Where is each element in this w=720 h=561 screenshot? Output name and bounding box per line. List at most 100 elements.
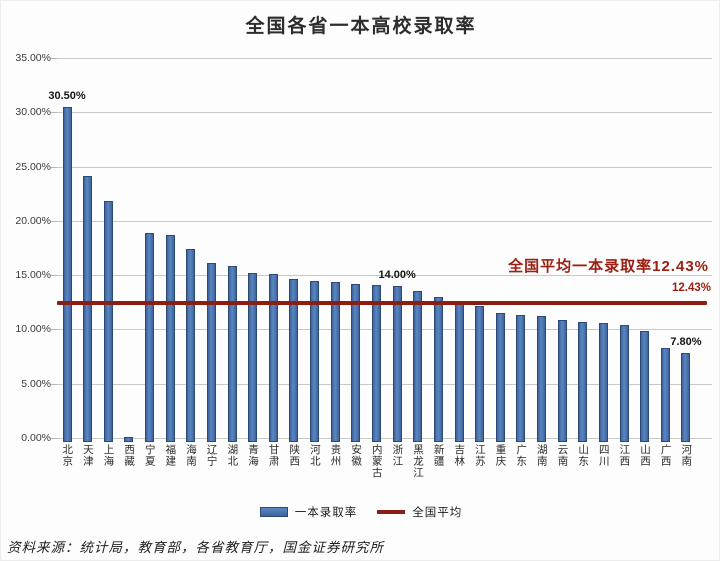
gridline: [57, 438, 712, 439]
chart-bar: [83, 176, 93, 442]
x-axis-label: 陕西: [288, 444, 301, 467]
chart-bar: [578, 321, 588, 442]
y-axis-tick: [51, 58, 57, 59]
gridline: [57, 58, 712, 59]
average-annotation-text: 全国平均一本录取率12.43%: [508, 258, 709, 275]
legend-series-label: 一本录取率: [294, 507, 358, 519]
y-axis-tick: [51, 438, 57, 439]
x-axis-label: 内蒙古: [370, 444, 383, 479]
x-axis-label: 甘肃: [267, 444, 280, 467]
chart-bar: [413, 291, 423, 442]
x-axis-label: 河北: [308, 444, 321, 467]
data-label: 7.80%: [670, 336, 702, 349]
chart-bar: [62, 106, 72, 442]
x-axis-label: 广东: [515, 444, 528, 467]
gridline: [57, 329, 712, 330]
chart-bar: [330, 281, 340, 442]
x-axis-label: 贵州: [329, 444, 342, 467]
x-axis-label: 福建: [164, 444, 177, 467]
chart-bar: [371, 284, 381, 442]
y-axis-tick: [51, 275, 57, 276]
y-axis-tick: [51, 112, 57, 113]
x-axis-label: 江苏: [473, 444, 486, 467]
y-axis-tick-label: 25.00%: [15, 161, 51, 173]
x-axis-label: 黑龙江: [412, 444, 424, 479]
source-note: 资料来源：统计局，教育部，各省教育厅，国金证券研究所: [7, 540, 384, 555]
chart-bar: [557, 319, 567, 442]
chart-bar: [640, 330, 650, 442]
y-axis-tick-label: 10.00%: [15, 323, 51, 335]
y-axis-tick-label: 35.00%: [15, 52, 51, 64]
chart-bar: [351, 283, 361, 442]
chart-bar: [598, 322, 608, 442]
chart-bar: [454, 302, 464, 442]
chart-bar: [392, 286, 402, 442]
x-axis-label: 湖北: [226, 444, 239, 467]
chart-bar: [475, 305, 485, 442]
x-axis-label: 重庆: [494, 444, 507, 467]
legend: 一本录取率 全国平均: [1, 504, 719, 520]
legend-item-series: 一本录取率: [259, 504, 358, 520]
gridline: [57, 384, 712, 385]
chart-bar: [681, 353, 691, 442]
chart-bar: [145, 232, 155, 442]
y-axis-tick: [51, 167, 57, 168]
average-value-label: 12.43%: [671, 282, 711, 294]
chart-bar: [227, 266, 237, 442]
x-axis-label: 广西: [659, 444, 672, 467]
x-axis-label: 四川: [597, 444, 610, 467]
gridline: [57, 112, 712, 113]
x-axis-label: 新疆: [432, 444, 445, 467]
gridline: [57, 167, 712, 168]
chart-bar: [310, 280, 320, 442]
x-axis-label: 西藏: [123, 444, 136, 467]
y-axis-tick: [51, 329, 57, 330]
x-axis-label: 北京: [61, 444, 74, 467]
y-axis-tick-label: 5.00%: [21, 378, 51, 390]
x-axis-label: 辽宁: [205, 444, 218, 467]
gridline: [57, 275, 712, 276]
x-axis-label: 安徽: [350, 444, 363, 467]
chart-bar-stub: [124, 437, 134, 442]
y-axis-tick-label: 0.00%: [21, 432, 51, 444]
legend-bar-swatch-icon: [259, 507, 288, 517]
legend-average-label: 全国平均: [412, 507, 463, 519]
y-axis-tick-label: 30.00%: [15, 106, 51, 118]
x-axis-label: 吉林: [453, 444, 466, 467]
legend-item-average: 全国平均: [377, 504, 462, 520]
chart-title: 全国各省一本高校录取率: [245, 16, 477, 37]
y-axis-tick-label: 15.00%: [15, 269, 51, 281]
x-axis-label: 上海: [102, 444, 115, 467]
gridline: [57, 221, 712, 222]
y-axis-tick: [51, 221, 57, 222]
chart-bar: [186, 249, 196, 442]
x-axis-label: 江西: [618, 444, 631, 467]
data-label: 30.50%: [48, 89, 86, 102]
y-axis-tick: [51, 384, 57, 385]
x-axis-label: 湖南: [535, 444, 548, 467]
x-axis-label: 山西: [638, 444, 651, 467]
chart-bar: [268, 274, 278, 442]
y-axis-tick-label: 20.00%: [15, 215, 51, 227]
chart-bar: [289, 279, 299, 442]
legend-line-swatch-icon: [377, 510, 406, 514]
x-axis-label: 海南: [185, 444, 198, 467]
chart-bar: [660, 347, 670, 442]
x-axis-label: 云南: [556, 444, 569, 467]
chart-bar: [495, 313, 505, 442]
chart-bar: [248, 272, 258, 442]
x-axis-label: 山东: [577, 444, 590, 467]
x-axis-label: 浙江: [391, 444, 404, 467]
chart-bar: [103, 201, 113, 442]
chart-bar: [516, 315, 526, 442]
x-axis-label: 宁夏: [143, 444, 156, 467]
x-axis-label: 河南: [680, 444, 693, 467]
chart-bar: [433, 296, 443, 442]
chart-bar: [537, 316, 547, 442]
chart-bar: [619, 325, 629, 442]
x-axis-label: 青海: [246, 444, 259, 467]
x-axis-label: 天津: [81, 444, 94, 467]
chart-bar: [206, 263, 216, 442]
chart-bar: [165, 234, 175, 442]
